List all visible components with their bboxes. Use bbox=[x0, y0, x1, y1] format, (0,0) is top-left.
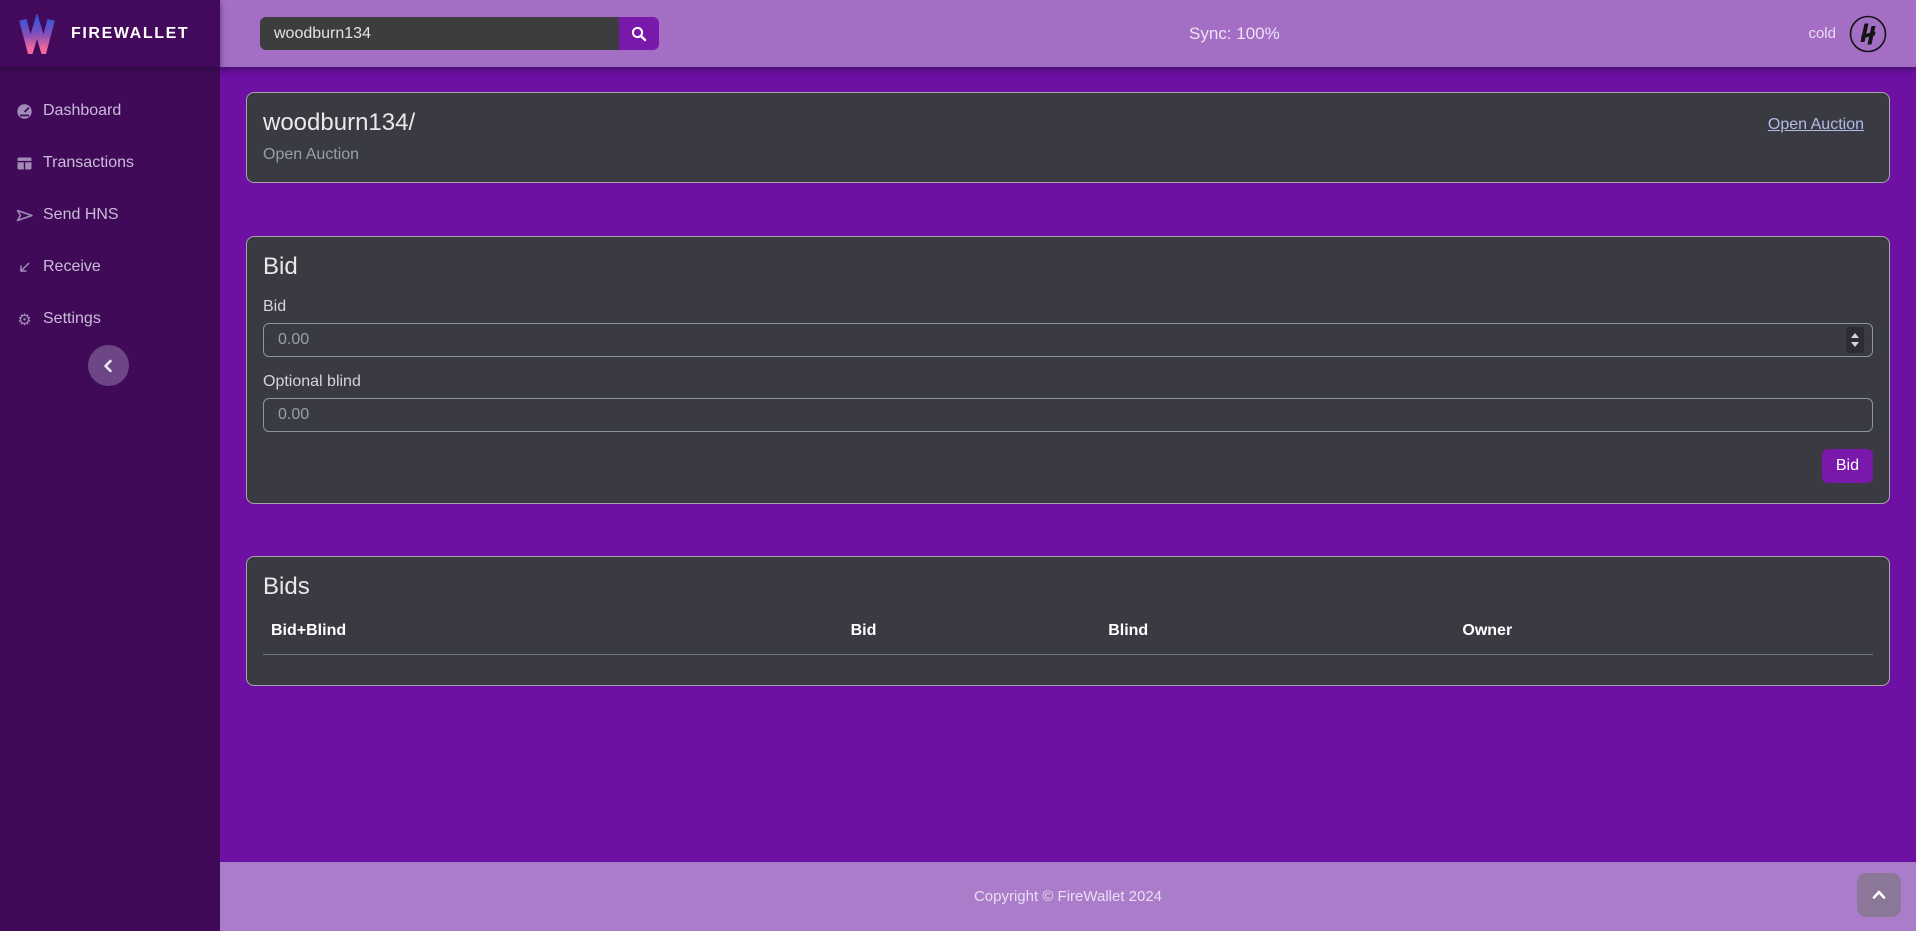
sidebar-collapse-button[interactable] bbox=[88, 345, 129, 386]
scroll-to-top-button[interactable] bbox=[1857, 873, 1901, 917]
bid-form-card: Bid Bid Optional blind Bid bbox=[246, 236, 1890, 504]
chevron-up-icon bbox=[1870, 886, 1888, 904]
bid-amount-input[interactable] bbox=[263, 322, 1873, 357]
sidebar-nav: Dashboard Transactions Send HNS bbox=[0, 67, 220, 345]
sidebar-item-dashboard[interactable]: Dashboard bbox=[0, 85, 220, 137]
column-header-owner: Owner bbox=[1454, 613, 1873, 655]
firewallet-w-icon bbox=[16, 13, 58, 54]
search-bar bbox=[260, 17, 659, 50]
brand-name: FIREWALLET bbox=[71, 24, 190, 42]
column-header-bid: Bid bbox=[842, 613, 1101, 655]
sidebar-item-label: Settings bbox=[43, 310, 101, 327]
sidebar-item-label: Dashboard bbox=[43, 102, 122, 119]
blind-amount-label: Optional blind bbox=[263, 372, 361, 390]
open-auction-link[interactable]: Open Auction bbox=[1767, 116, 1864, 133]
bids-table-header-row: Bid+Blind Bid Blind Owner bbox=[263, 613, 1873, 655]
blind-amount-input[interactable] bbox=[263, 397, 1873, 432]
column-header-bid-blind: Bid+Blind bbox=[263, 613, 843, 655]
domain-title: woodburn134/ bbox=[263, 109, 416, 136]
sidebar-item-label: Receive bbox=[43, 258, 101, 275]
sidebar-item-send-hns[interactable]: Send HNS bbox=[0, 189, 220, 241]
bid-amount-label: Bid bbox=[263, 297, 287, 315]
number-stepper[interactable] bbox=[1846, 326, 1864, 353]
search-input[interactable] bbox=[260, 17, 619, 50]
bids-table: Bid+Blind Bid Blind Owner bbox=[263, 613, 1873, 655]
bids-list-title: Bids bbox=[263, 572, 310, 600]
copyright-text: Copyright © FireWallet 2024 bbox=[973, 888, 1163, 905]
sidebar-item-transactions[interactable]: Transactions bbox=[0, 137, 220, 189]
stepper-up-icon bbox=[1851, 332, 1859, 338]
sidebar-item-label: Send HNS bbox=[43, 206, 119, 223]
receive-arrow-icon bbox=[16, 259, 33, 276]
bid-submit-button[interactable]: Bid bbox=[1821, 448, 1873, 483]
sidebar-item-settings[interactable]: ⚙ Settings bbox=[0, 293, 220, 345]
search-button[interactable] bbox=[619, 17, 659, 50]
page-content: woodburn134/ Open Auction Open Auction B… bbox=[220, 67, 1916, 862]
wallet-name-label: cold bbox=[1808, 25, 1836, 42]
top-bar: Sync: 100% cold bbox=[220, 0, 1916, 67]
bid-amount-field-wrap bbox=[263, 322, 1873, 357]
main-column: Sync: 100% cold woodburn134 bbox=[220, 0, 1916, 931]
search-icon bbox=[630, 25, 648, 43]
handshake-icon bbox=[1847, 13, 1889, 55]
dashboard-gauge-icon bbox=[16, 103, 33, 120]
chevron-left-icon bbox=[99, 356, 119, 376]
domain-card: woodburn134/ Open Auction Open Auction bbox=[246, 92, 1890, 183]
sync-status: Sync: 100% bbox=[1189, 24, 1280, 43]
sidebar-item-label: Transactions bbox=[43, 154, 134, 171]
auction-status-label: Open Auction bbox=[263, 145, 360, 163]
send-icon bbox=[16, 207, 33, 224]
bid-form-title: Bid bbox=[263, 253, 298, 280]
sidebar: FIREWALLET Dashboard Transactions bbox=[0, 0, 220, 931]
brand-logo[interactable]: FIREWALLET bbox=[0, 0, 220, 67]
stepper-down-icon bbox=[1851, 341, 1859, 347]
bids-list-card: Bids Bid+Blind Bid Blind Owner bbox=[246, 555, 1890, 686]
footer: Copyright © FireWallet 2024 bbox=[220, 862, 1916, 931]
wallet-menu-button[interactable] bbox=[1847, 13, 1889, 55]
sidebar-item-receive[interactable]: Receive bbox=[0, 241, 220, 293]
transactions-table-icon bbox=[16, 155, 33, 172]
bid-form-actions: Bid bbox=[263, 448, 1873, 483]
wallet-selector: cold bbox=[1808, 13, 1889, 55]
settings-gear-icon: ⚙ bbox=[17, 309, 32, 329]
column-header-blind: Blind bbox=[1100, 613, 1455, 655]
